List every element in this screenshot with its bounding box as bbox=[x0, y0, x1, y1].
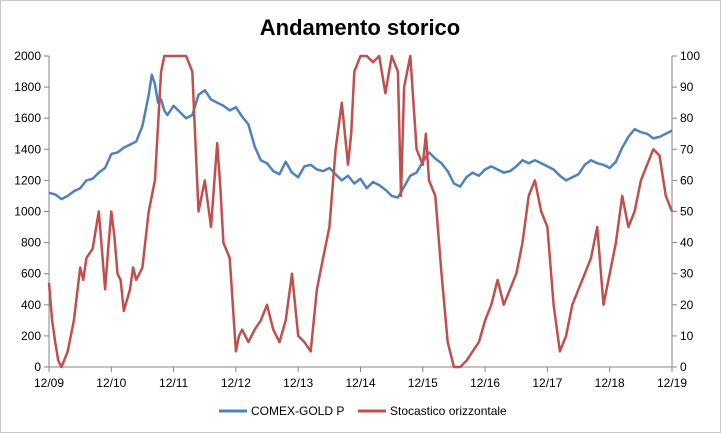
y-right-tick-label: 40 bbox=[680, 236, 694, 250]
y-right-tick-label: 80 bbox=[680, 111, 694, 125]
x-tick-label: 12/17 bbox=[532, 376, 562, 390]
y-left-tick-label: 1400 bbox=[14, 142, 41, 156]
y-right-tick-label: 100 bbox=[680, 49, 700, 63]
x-tick-label: 12/15 bbox=[408, 376, 438, 390]
y-left-tick-label: 400 bbox=[21, 298, 41, 312]
x-tick-label: 12/14 bbox=[345, 376, 375, 390]
y-right-tick-label: 10 bbox=[680, 329, 694, 343]
axes: 0 200 400 600 800 1000 1200 1400 1600 1800 2000 0 10… bbox=[14, 49, 700, 390]
y-left-tick-label: 200 bbox=[21, 329, 41, 343]
y-right-tick-label: 70 bbox=[680, 142, 694, 156]
y-right-tick-label: 60 bbox=[680, 173, 694, 187]
y-right-tick-label: 90 bbox=[680, 80, 694, 94]
y-left-tick-label: 1000 bbox=[14, 205, 41, 219]
legend-label: COMEX-GOLD P bbox=[251, 404, 344, 418]
x-tick-label: 12/12 bbox=[221, 376, 251, 390]
y-right-tick-label: 20 bbox=[680, 298, 694, 312]
x-tick-label: 12/13 bbox=[283, 376, 313, 390]
y-left-tick-label: 800 bbox=[21, 236, 41, 250]
x-tick-label: 12/11 bbox=[159, 376, 188, 390]
x-tick-label: 12/16 bbox=[470, 376, 500, 390]
y-right-tick-label: 30 bbox=[680, 267, 694, 281]
y-left-tick-label: 0 bbox=[34, 360, 41, 374]
y-right-tick-label: 50 bbox=[680, 205, 694, 219]
y-left-tick-label: 600 bbox=[21, 267, 41, 281]
y-left-tick-label: 1800 bbox=[14, 80, 41, 94]
series-line-comex-gold bbox=[48, 73, 673, 201]
legend-label: Stocastico orizzontale bbox=[390, 404, 507, 418]
y-left-tick-label: 1600 bbox=[14, 111, 41, 125]
series-lines bbox=[47, 54, 674, 369]
y-right-tick-label: 0 bbox=[680, 360, 687, 374]
legend: COMEX-GOLD P Stocastico orizzontale bbox=[219, 404, 507, 418]
x-tick-label: 12/19 bbox=[657, 376, 687, 390]
chart-title: Andamento storico bbox=[260, 15, 460, 40]
y-left-tick-label: 1200 bbox=[14, 173, 41, 187]
y-left-tick-label: 2000 bbox=[14, 49, 41, 63]
x-tick-label: 12/10 bbox=[96, 376, 126, 390]
x-tick-label: 12/09 bbox=[34, 376, 64, 390]
x-tick-label: 12/18 bbox=[595, 376, 625, 390]
series-line-stocastico bbox=[47, 54, 674, 369]
